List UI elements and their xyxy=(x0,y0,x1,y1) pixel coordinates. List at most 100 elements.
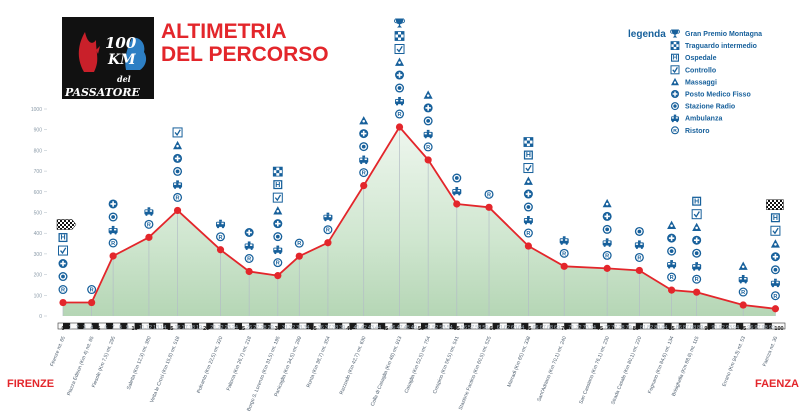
x-tick-label: 55 xyxy=(454,326,460,332)
medical-cross-icon xyxy=(692,235,702,245)
refreshment-icon: R xyxy=(523,228,533,238)
km-ruler-segment xyxy=(378,323,386,329)
x-tick-label: 35 xyxy=(311,326,317,332)
elevation-point xyxy=(603,264,611,272)
finish-flag-icon xyxy=(766,199,784,211)
x-tick-label: 33 xyxy=(296,325,302,331)
location-label: Faltona (Km 26,7) mt. 218 xyxy=(226,335,253,391)
x-tick-label: 87 xyxy=(683,325,689,331)
ambulance-icon xyxy=(770,278,780,288)
svg-text:R: R xyxy=(526,231,530,237)
y-axis: 0 100 200 300 400 500 600 700 800 900 1000 xyxy=(31,107,47,320)
title-line2: DEL PERCORSO xyxy=(161,43,329,66)
legend-checkered-flag-icon xyxy=(670,41,680,50)
station-stack: R xyxy=(393,18,406,119)
medical-cross-icon xyxy=(523,189,533,199)
station-stack: R xyxy=(294,238,304,248)
medical-cross-icon xyxy=(423,103,433,113)
x-tick-label: 88 xyxy=(690,325,696,331)
km-ruler-segment xyxy=(277,323,285,329)
refreshment-icon: R xyxy=(395,109,405,119)
legend-item: Stazione Radio xyxy=(671,102,735,111)
location-label: Polcanto (Km 22,5) mt. 320 xyxy=(196,335,224,394)
svg-text:H: H xyxy=(773,215,778,222)
radio-station-icon xyxy=(692,248,702,258)
trophy-icon xyxy=(393,18,406,28)
location-labels: Firenze mt. 65 Piazza Edison (Km 4) mt. 6… xyxy=(49,335,779,412)
x-tick-label: 71 xyxy=(568,325,574,331)
massage-icon xyxy=(738,261,748,270)
elevation-point xyxy=(295,252,303,260)
station-stack: RH xyxy=(766,199,784,301)
refreshment-icon: R xyxy=(216,232,226,242)
svg-text:R: R xyxy=(605,253,609,259)
logo-km: KM xyxy=(107,52,136,68)
refreshment-icon: R xyxy=(692,274,702,284)
km-ruler-segment xyxy=(592,323,600,329)
x-tick-label: 31 xyxy=(282,325,288,331)
km-ruler-segment xyxy=(163,323,171,329)
check-icon xyxy=(172,127,183,138)
km-ruler-segment xyxy=(506,323,515,329)
x-axis-ticks: 0 1 2 3 4 5 6 7 8 9 10 11 12 13 14 15 16 17 18 19 20 21 22 23 24… xyxy=(61,325,783,332)
checkered-flag-icon xyxy=(394,31,405,41)
x-tick-label: 51 xyxy=(425,325,431,331)
y-tick-label: 200 xyxy=(34,273,43,279)
location-label: Colla di Casaglia (Km 48) mt. 913 xyxy=(370,335,404,407)
y-tick-label: 900 xyxy=(34,128,43,134)
km-ruler-segment xyxy=(335,323,343,329)
x-tick-label: 67 xyxy=(540,325,546,331)
x-tick-label: 72 xyxy=(575,325,581,331)
km-ruler-segment xyxy=(91,323,99,329)
svg-text:R: R xyxy=(111,241,115,247)
elevation-point xyxy=(173,206,182,215)
location-label: Borgo S. Lorenzo (Km 31,5) mt. 195 xyxy=(246,335,282,412)
x-tick-label: 2 xyxy=(76,325,79,331)
svg-text:R: R xyxy=(637,255,641,261)
x-tick-label: 16 xyxy=(174,325,180,331)
x-tick-label: 62 xyxy=(504,325,510,331)
x-tick-label: 52 xyxy=(432,325,438,331)
x-tick-label: 78 xyxy=(618,325,624,331)
x-tick-label: 43 xyxy=(368,325,374,331)
x-tick-label: 57 xyxy=(468,325,474,331)
km-ruler-segment xyxy=(635,323,643,329)
svg-text:R: R xyxy=(398,112,402,118)
svg-text:H: H xyxy=(673,55,678,62)
station-stack: RH xyxy=(523,137,534,238)
x-tick-label: 66 xyxy=(532,325,538,331)
legend-label: Controllo xyxy=(685,67,716,74)
x-tick-label: 96 xyxy=(747,325,753,331)
ambulance-icon xyxy=(244,241,254,250)
x-tick-label: 28 xyxy=(260,325,266,331)
svg-text:R: R xyxy=(147,222,151,228)
hospital-icon: H xyxy=(770,213,780,223)
legend-item: Ambulanza xyxy=(671,114,722,123)
check-icon xyxy=(691,209,702,220)
ambulance-icon xyxy=(423,129,433,139)
massage-icon xyxy=(395,57,405,66)
legend-refreshment-icon: R xyxy=(671,126,679,135)
legend-item: Gran Premio Montagna xyxy=(670,29,762,38)
ambulance-icon xyxy=(144,207,154,216)
elevation-point xyxy=(245,267,253,276)
legend-hospital-icon: H xyxy=(671,53,679,62)
massage-icon xyxy=(273,206,283,215)
km-ruler-segment xyxy=(392,323,400,329)
elevation-point xyxy=(59,298,67,307)
svg-text:R: R xyxy=(247,257,251,263)
station-stack: R xyxy=(216,219,226,242)
x-tick-label: 100 xyxy=(774,326,783,332)
x-tick-label: 56 xyxy=(461,325,467,331)
check-icon xyxy=(58,245,68,256)
x-tick-label: 99 xyxy=(769,325,775,331)
radio-station-icon xyxy=(108,212,118,222)
svg-text:R: R xyxy=(562,251,566,257)
location-label: Marradi (Km 65) mt. 338 xyxy=(506,335,532,388)
elevation-point xyxy=(395,123,404,131)
location-label: Vetta le Croci (Km 15,8) mt. 518 xyxy=(149,335,181,403)
location-label: Strada Casale (Km 80,1) mt. 220 xyxy=(610,335,643,405)
elevation-point xyxy=(216,246,225,254)
station-stack: R xyxy=(559,236,569,258)
km-ruler-segment xyxy=(564,323,572,329)
